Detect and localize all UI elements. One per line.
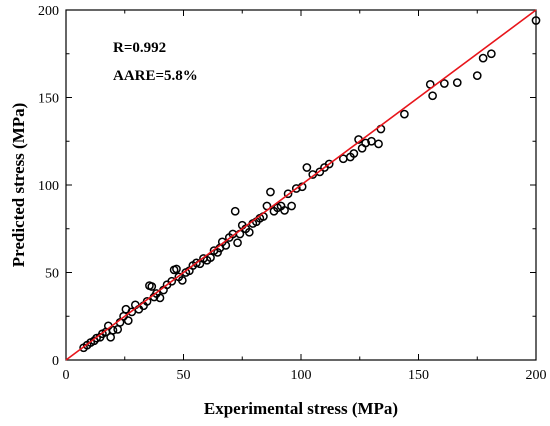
y-tick-label: 50 <box>45 267 59 282</box>
data-point <box>531 16 541 25</box>
data-point <box>233 238 242 248</box>
y-axis-label: Predicted stress (MPa) <box>9 103 28 268</box>
data-point <box>324 159 334 169</box>
fit-line <box>65 9 537 361</box>
data-point <box>213 248 222 257</box>
data-point <box>478 53 488 63</box>
data-point <box>230 206 240 216</box>
data-point <box>106 332 116 342</box>
x-tick-label: 150 <box>408 368 429 383</box>
data-point <box>244 227 254 237</box>
annotation-aare-value: AARE=5.8% <box>113 68 198 84</box>
data-point <box>283 189 293 199</box>
data-point <box>374 139 383 149</box>
data-point <box>452 78 462 87</box>
y-tick-label: 100 <box>38 179 59 194</box>
data-point <box>349 149 359 158</box>
x-tick-label: 0 <box>63 368 70 383</box>
data-point <box>302 163 312 172</box>
data-point <box>440 79 449 88</box>
data-point <box>266 187 275 197</box>
data-point <box>280 206 289 215</box>
data-point <box>147 282 157 291</box>
data-points <box>79 16 541 353</box>
x-tick-label: 200 <box>526 368 547 383</box>
data-point <box>472 71 482 80</box>
y-tick-label: 200 <box>38 4 59 19</box>
data-point <box>361 138 370 148</box>
data-point <box>487 49 496 59</box>
data-point <box>108 325 118 335</box>
data-point <box>315 167 325 177</box>
data-point <box>177 276 187 285</box>
data-point <box>291 184 301 193</box>
data-point <box>92 333 101 343</box>
data-point <box>192 258 201 268</box>
x-tick-label: 50 <box>177 368 191 383</box>
data-point <box>287 201 296 211</box>
data-point <box>123 316 133 325</box>
x-tick-label: 100 <box>291 368 312 383</box>
data-point <box>155 293 165 303</box>
data-point <box>172 264 181 274</box>
tick-labels: 0 50 100 150 200 0 50 100 150 200 <box>38 4 547 383</box>
data-point <box>206 253 215 262</box>
x-axis-label: Experimental stress (MPa) <box>204 399 398 418</box>
data-point <box>428 91 437 101</box>
annotation-r-value: R=0.992 <box>113 40 166 56</box>
data-point <box>400 109 409 119</box>
y-tick-label: 150 <box>38 92 59 107</box>
y-tick-label: 0 <box>52 354 59 369</box>
plot-frame <box>65 9 537 361</box>
data-point <box>113 325 123 334</box>
data-point <box>167 276 177 286</box>
